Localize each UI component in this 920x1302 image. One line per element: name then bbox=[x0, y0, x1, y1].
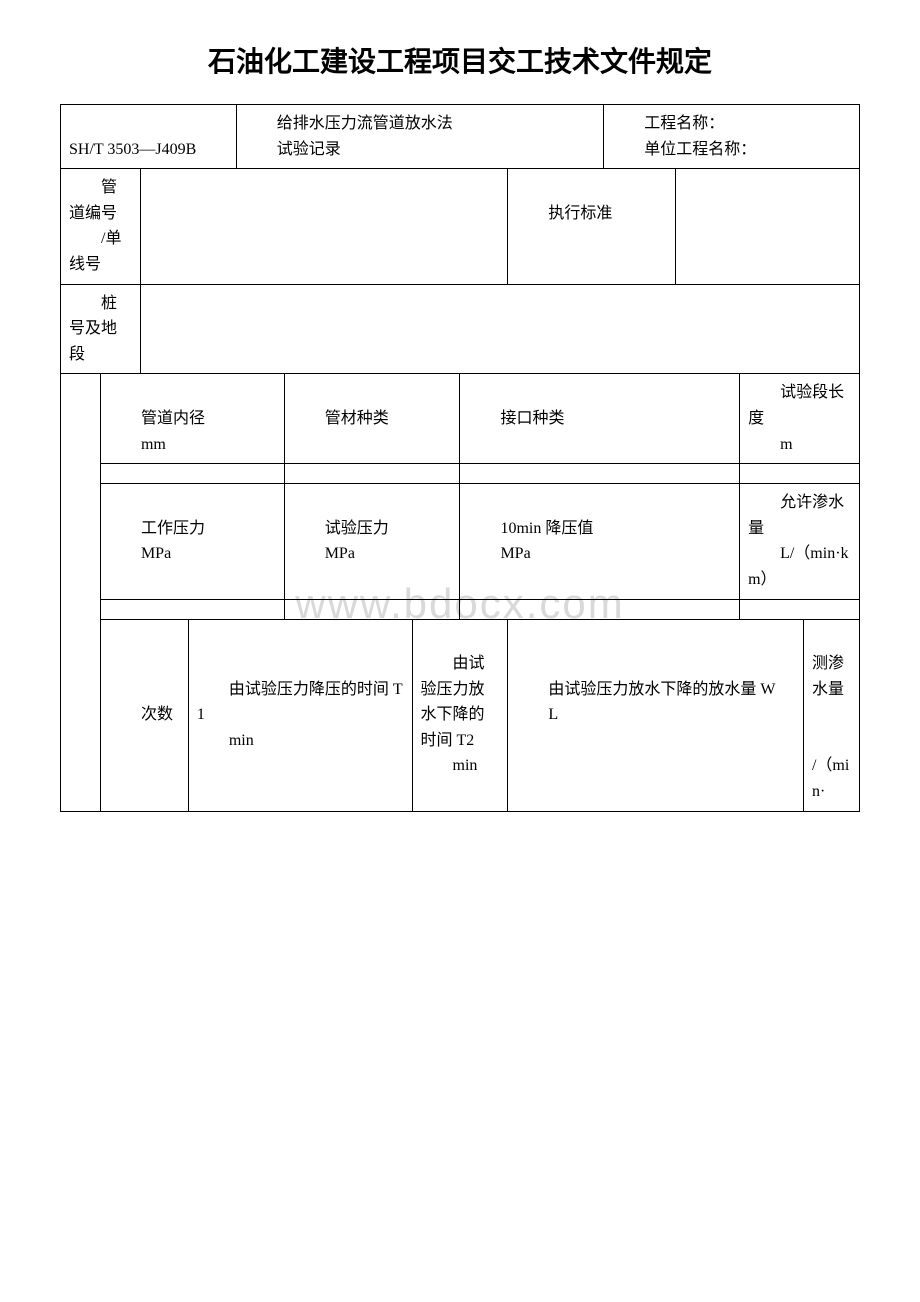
document-title: 石油化工建设工程项目交工技术文件规定 bbox=[60, 40, 860, 80]
material-label: 管材种类 bbox=[325, 410, 389, 427]
pipe-number-label-cell: 管道编号 /单线号 bbox=[61, 169, 141, 284]
measure-label: 测渗水量 bbox=[812, 655, 844, 698]
form-name-line2: 试验记录 bbox=[277, 141, 341, 158]
pipe-number-value-cell bbox=[140, 169, 508, 284]
pile-label-cell: 桩号及地段 bbox=[61, 284, 141, 374]
standard-label-cell: 执行标准 bbox=[508, 169, 676, 284]
w-unit: L bbox=[548, 706, 558, 723]
t1-label: 由试验压力降压的时间 T1 bbox=[197, 681, 403, 724]
test-pressure-label: 试验压力 bbox=[325, 520, 389, 537]
left-margin-cell bbox=[61, 374, 101, 811]
form-name-cell: 给排水压力流管道放水法 试验记录 bbox=[236, 105, 604, 169]
pile-label: 桩号及地段 bbox=[69, 295, 117, 363]
pipe-number-label2: /单线号 bbox=[69, 230, 121, 273]
length-label: 试验段长度 bbox=[748, 384, 844, 427]
w-label: 由试验压力放水下降的放水量 W bbox=[548, 681, 775, 698]
leak-unit: L/（min·km） bbox=[748, 545, 848, 588]
material-value-cell bbox=[284, 464, 460, 484]
pile-value-cell bbox=[140, 284, 859, 374]
t2-unit: min bbox=[453, 757, 478, 774]
t1-unit: min bbox=[229, 732, 254, 749]
diameter-label: 管道内径 bbox=[141, 410, 205, 427]
drop-unit: MPa bbox=[500, 545, 530, 562]
test-pressure-label-cell: 试验压力 MPa bbox=[284, 484, 460, 599]
pipe-number-label1: 管道编号 bbox=[69, 179, 117, 222]
standard-label: 执行标准 bbox=[548, 205, 612, 222]
t2-label-cell: 由试验压力放水下降的时间 T2 min bbox=[412, 619, 508, 811]
work-pressure-label-cell: 工作压力 MPa bbox=[100, 484, 284, 599]
test-pressure-value-cell bbox=[284, 599, 460, 619]
form-code: SH/T 3503—J409B bbox=[69, 141, 196, 158]
material-label-cell: 管材种类 bbox=[284, 374, 460, 464]
standard-value-cell bbox=[676, 169, 860, 284]
drop-label-cell: 10min 降压值 MPa bbox=[460, 484, 740, 599]
drop-label: 10min 降压值 bbox=[500, 520, 593, 537]
length-label-cell: 试验段长度 m bbox=[740, 374, 860, 464]
test-pressure-unit: MPa bbox=[325, 545, 355, 562]
diameter-unit: mm bbox=[141, 436, 166, 453]
joint-label: 接口种类 bbox=[500, 410, 564, 427]
length-unit: m bbox=[780, 436, 792, 453]
form-table: SH/T 3503—J409B 给排水压力流管道放水法 试验记录 工程名称： 单… bbox=[60, 104, 860, 812]
leak-label-cell: 允许渗水量 L/（min·km） bbox=[740, 484, 860, 599]
drop-value-cell bbox=[460, 599, 740, 619]
joint-label-cell: 接口种类 bbox=[460, 374, 740, 464]
length-value-cell bbox=[740, 464, 860, 484]
diameter-label-cell: 管道内径 mm bbox=[100, 374, 284, 464]
work-pressure-value-cell bbox=[100, 599, 284, 619]
form-code-cell: SH/T 3503—J409B bbox=[61, 105, 237, 169]
seq-label-cell: 次数 bbox=[100, 619, 188, 811]
w-label-cell: 由试验压力放水下降的放水量 W L bbox=[508, 619, 804, 811]
measure-unit: /（min· bbox=[812, 757, 849, 800]
t1-label-cell: 由试验压力降压的时间 T1 min bbox=[188, 619, 412, 811]
project-info-cell: 工程名称： 单位工程名称： bbox=[604, 105, 860, 169]
unit-label: 单位工程名称： bbox=[644, 141, 756, 158]
joint-value-cell bbox=[460, 464, 740, 484]
form-name-line1: 给排水压力流管道放水法 bbox=[277, 115, 453, 132]
t2-label: 由试验压力放水下降的时间 T2 bbox=[421, 655, 485, 749]
project-label: 工程名称： bbox=[644, 115, 724, 132]
seq-label: 次数 bbox=[141, 706, 173, 723]
leak-label: 允许渗水量 bbox=[748, 494, 844, 537]
work-pressure-label: 工作压力 bbox=[141, 520, 205, 537]
diameter-value-cell bbox=[100, 464, 284, 484]
measure-label-cell: 测渗水量 /（min· bbox=[803, 619, 859, 811]
leak-value-cell bbox=[740, 599, 860, 619]
work-pressure-unit: MPa bbox=[141, 545, 171, 562]
